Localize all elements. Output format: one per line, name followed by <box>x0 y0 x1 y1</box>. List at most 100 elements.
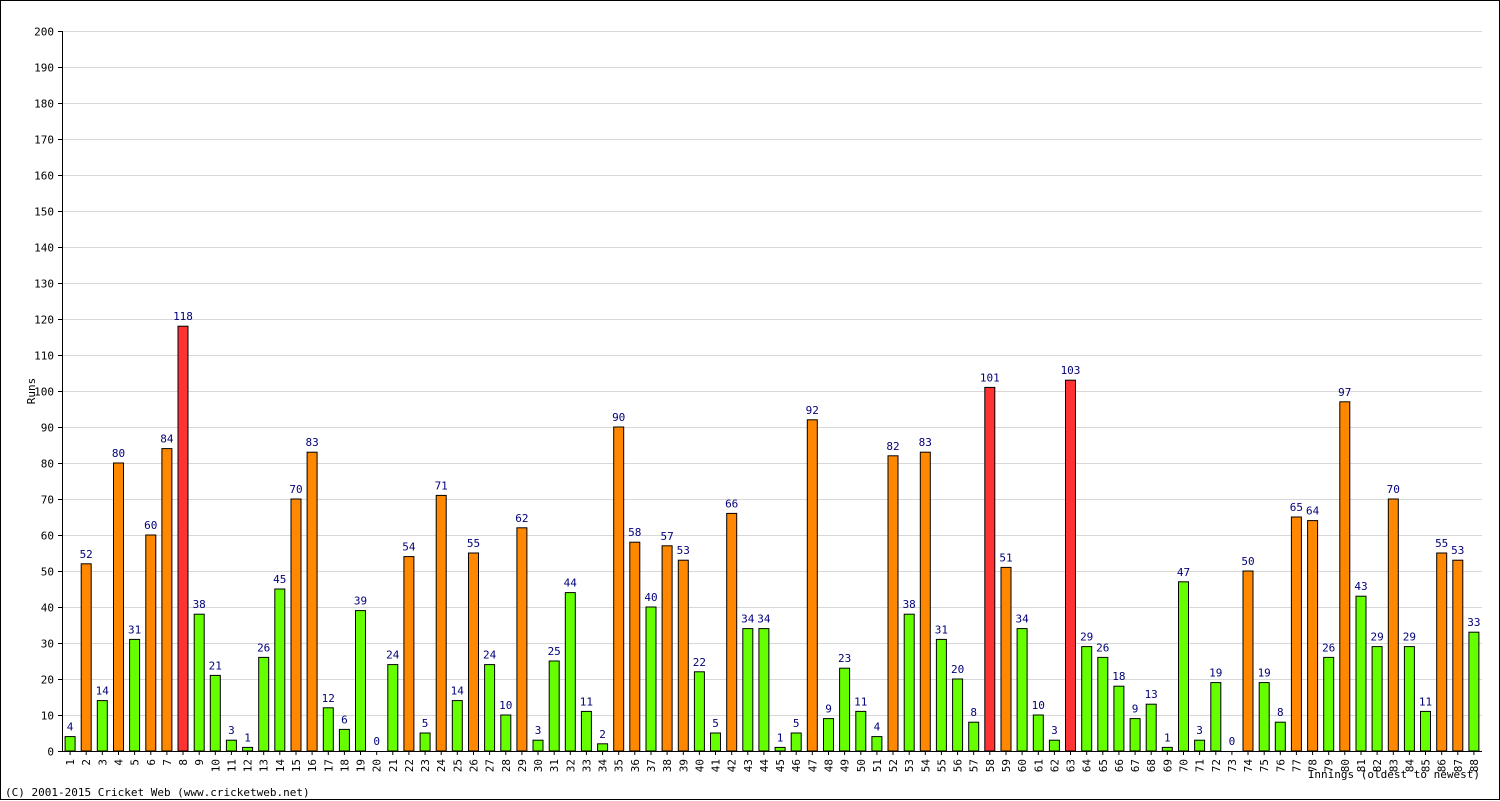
data-label: 53 <box>677 544 690 557</box>
bar <box>645 606 657 752</box>
y-tick-label: 110 <box>34 350 54 363</box>
y-tick-label: 70 <box>41 494 54 507</box>
bar <box>742 628 754 752</box>
bar <box>516 527 528 752</box>
data-labels: 4521480316084118382131264570831263902454… <box>67 310 1481 748</box>
data-label: 18 <box>1112 670 1125 683</box>
x-tick-label: 66 <box>1113 759 1126 772</box>
data-label: 39 <box>354 595 367 608</box>
bar <box>274 588 286 752</box>
data-label: 10 <box>499 699 512 712</box>
x-tick-label: 59 <box>1000 759 1013 772</box>
bar <box>64 736 76 752</box>
x-tick-label: 48 <box>823 759 836 772</box>
x-tick-label: 28 <box>500 759 513 772</box>
x-tick-label: 74 <box>1242 759 1255 773</box>
x-tick-label: 52 <box>887 759 900 772</box>
x-tick-label: 67 <box>1129 759 1142 772</box>
data-label: 57 <box>660 530 673 543</box>
y-tick-label: 10 <box>41 710 54 723</box>
bar <box>919 451 931 752</box>
x-tick-label: 49 <box>839 759 852 772</box>
data-label: 4 <box>874 721 881 734</box>
x-tick-label: 57 <box>968 759 981 772</box>
x-tick-label: 33 <box>580 759 593 772</box>
x-tick-label: 82 <box>1371 759 1384 772</box>
bar <box>258 656 270 752</box>
y-tick-label: 30 <box>41 638 54 651</box>
bar <box>1194 739 1206 752</box>
bar <box>1258 682 1270 752</box>
data-label: 70 <box>289 483 302 496</box>
x-tick-label: 76 <box>1274 759 1287 772</box>
y-tick-label: 170 <box>34 134 54 147</box>
bar <box>225 739 237 752</box>
data-label: 83 <box>305 436 318 449</box>
x-tick-label: 88 <box>1468 759 1481 772</box>
data-label: 31 <box>935 623 948 636</box>
bar <box>322 707 334 752</box>
bar <box>1403 646 1415 752</box>
bar <box>613 426 625 752</box>
bar <box>161 448 173 752</box>
x-tick-label: 80 <box>1339 759 1352 772</box>
data-label: 44 <box>564 577 578 590</box>
x-tick-label: 29 <box>516 759 529 772</box>
bar <box>806 419 818 752</box>
y-tick-label: 20 <box>41 674 54 687</box>
data-label: 21 <box>209 659 222 672</box>
bar <box>468 552 479 752</box>
data-label: 29 <box>1370 631 1383 644</box>
x-tick-label: 70 <box>1178 759 1191 772</box>
x-tick-label: 7 <box>161 759 174 766</box>
x-tick-label: 10 <box>209 759 222 772</box>
x-tick-label: 36 <box>629 759 642 772</box>
x-tick-label: 3 <box>96 759 109 766</box>
bar <box>532 739 544 752</box>
y-tick-label: 120 <box>34 314 54 327</box>
y-tick-label: 160 <box>34 170 54 183</box>
data-label: 8 <box>1277 706 1284 719</box>
x-tick-label: 83 <box>1387 759 1400 772</box>
bar <box>580 710 592 752</box>
data-label: 25 <box>548 645 561 658</box>
x-tick-label: 39 <box>677 759 690 772</box>
bar <box>693 671 705 752</box>
x-tick-label: 78 <box>1307 759 1320 772</box>
data-label: 84 <box>160 433 174 446</box>
data-label: 29 <box>1080 631 1093 644</box>
data-label: 6 <box>341 713 348 726</box>
bar <box>193 613 205 752</box>
data-label: 2 <box>599 728 606 741</box>
x-tick-label: 81 <box>1355 759 1368 772</box>
data-label: 26 <box>257 641 270 654</box>
y-tick-label: 80 <box>41 458 54 471</box>
bar <box>1339 401 1351 752</box>
x-tick-label: 62 <box>1048 759 1061 772</box>
x-tick-label: 58 <box>984 759 997 772</box>
data-label: 54 <box>402 541 416 554</box>
x-tick-label: 22 <box>403 759 416 772</box>
bar <box>564 592 576 752</box>
data-label: 1 <box>244 731 251 744</box>
data-label: 51 <box>999 551 1012 564</box>
x-tick-label: 27 <box>484 759 497 772</box>
y-tick-label: 180 <box>34 98 54 111</box>
data-label: 24 <box>483 649 497 662</box>
bar <box>661 545 673 752</box>
data-label: 20 <box>951 663 964 676</box>
x-tick-label: 9 <box>193 759 206 766</box>
bar <box>1452 559 1464 752</box>
x-tick-label: 19 <box>355 759 368 772</box>
x-tick-label: 14 <box>274 759 287 773</box>
data-label: 5 <box>712 717 719 730</box>
data-label: 10 <box>1032 699 1045 712</box>
x-tick-label: 68 <box>1145 759 1158 772</box>
bar <box>242 746 254 752</box>
x-tick-label: 4 <box>113 759 126 766</box>
data-label: 97 <box>1338 386 1351 399</box>
data-label: 62 <box>515 512 528 525</box>
bar <box>1387 498 1399 752</box>
data-label: 3 <box>1196 724 1203 737</box>
